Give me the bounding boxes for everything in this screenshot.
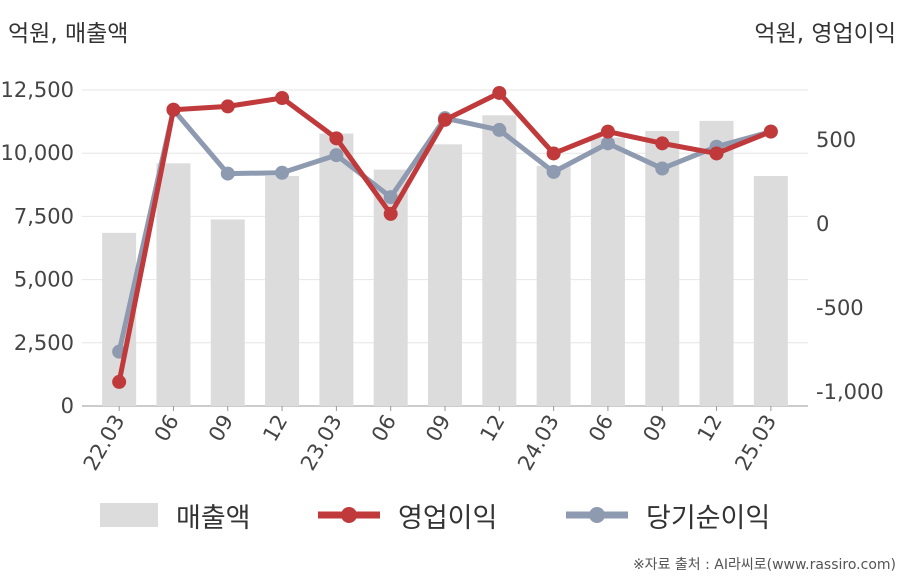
legend-label-net-income: 당기순이익 xyxy=(646,502,771,534)
legend-item-net-income: 당기순이익 xyxy=(566,492,770,538)
bar-revenue xyxy=(156,163,191,406)
legend-item-revenue: 매출액 xyxy=(100,492,251,538)
point-net-income xyxy=(655,161,670,176)
point-net-income xyxy=(600,136,615,151)
x-tick-label: 25.03 xyxy=(730,411,781,475)
right-tick-label: -500 xyxy=(816,296,864,320)
bar-revenue xyxy=(210,219,245,406)
point-net-income xyxy=(383,190,398,205)
left-tick-label: 5,000 xyxy=(14,268,74,292)
point-operating-profit xyxy=(763,124,778,139)
x-tick-label: 06 xyxy=(367,411,401,446)
point-operating-profit xyxy=(383,206,398,221)
left-axis-unit: 억원, 매출액 xyxy=(8,21,129,47)
legend-bar-swatch xyxy=(100,503,158,527)
point-operating-profit xyxy=(275,91,290,105)
point-net-income xyxy=(329,148,344,163)
bar-revenue xyxy=(428,144,462,407)
x-tick-label: 06 xyxy=(150,411,184,446)
x-tick-label: 24.03 xyxy=(513,411,564,475)
point-net-income xyxy=(546,164,561,179)
point-operating-profit xyxy=(709,146,724,161)
point-operating-profit xyxy=(438,112,452,127)
x-tick-label: 12 xyxy=(258,411,292,446)
right-tick-label: -1,000 xyxy=(816,380,884,404)
bar-revenue xyxy=(590,137,625,406)
legend-line-swatch-red xyxy=(318,507,380,523)
x-tick-label: 09 xyxy=(421,411,455,446)
chart-canvas: 0 2,500 5,000 7,500 10,000 12,500 -1,000 -500 0 5… xyxy=(1,78,884,475)
x-tick-label: 12 xyxy=(475,411,509,446)
bar-revenue xyxy=(753,175,788,406)
bar-revenue xyxy=(645,130,680,406)
legend: 매출액 영업이익 당기순이익 xyxy=(0,492,908,538)
x-tick-label: 09 xyxy=(638,411,672,446)
point-net-income xyxy=(275,165,290,180)
right-tick-label: 0 xyxy=(816,212,829,236)
x-tick-label: 06 xyxy=(584,411,618,446)
point-operating-profit xyxy=(492,85,507,100)
left-tick-label: 2,500 xyxy=(14,331,74,355)
legend-item-operating-profit: 영업이익 xyxy=(318,492,497,538)
point-operating-profit xyxy=(112,374,127,389)
left-tick-label: 0 xyxy=(61,394,74,418)
point-net-income xyxy=(220,166,235,181)
x-tick-label: 09 xyxy=(204,411,238,446)
x-tick-label: 22.03 xyxy=(79,411,130,475)
bar-revenue xyxy=(482,115,517,406)
point-operating-profit xyxy=(655,136,670,151)
right-tick-label: 500 xyxy=(816,128,856,152)
point-operating-profit xyxy=(220,99,235,114)
point-net-income xyxy=(492,122,507,137)
bar-revenue xyxy=(265,175,300,406)
left-tick-label: 10,000 xyxy=(1,141,74,165)
legend-line-swatch-gray xyxy=(566,507,628,523)
left-tick-label: 12,500 xyxy=(1,78,74,102)
point-operating-profit xyxy=(546,146,561,161)
bar-revenue xyxy=(536,165,571,406)
x-tick-label: 12 xyxy=(693,411,727,446)
right-axis-unit: 억원, 영업이익 xyxy=(754,21,896,47)
point-operating-profit xyxy=(329,131,344,146)
point-operating-profit xyxy=(600,124,615,139)
point-operating-profit xyxy=(166,102,181,117)
legend-label-revenue: 매출액 xyxy=(176,502,251,534)
bar-revenue xyxy=(699,120,734,406)
legend-label-operating-profit: 영업이익 xyxy=(398,502,498,534)
left-tick-label: 7,500 xyxy=(14,204,74,228)
source-note: ※자료 출처 : AI라씨로(www.rassiro.com) xyxy=(632,557,896,573)
bar-revenue xyxy=(373,169,408,406)
x-tick-label: 23.03 xyxy=(296,411,347,475)
bar-revenue xyxy=(319,133,354,406)
